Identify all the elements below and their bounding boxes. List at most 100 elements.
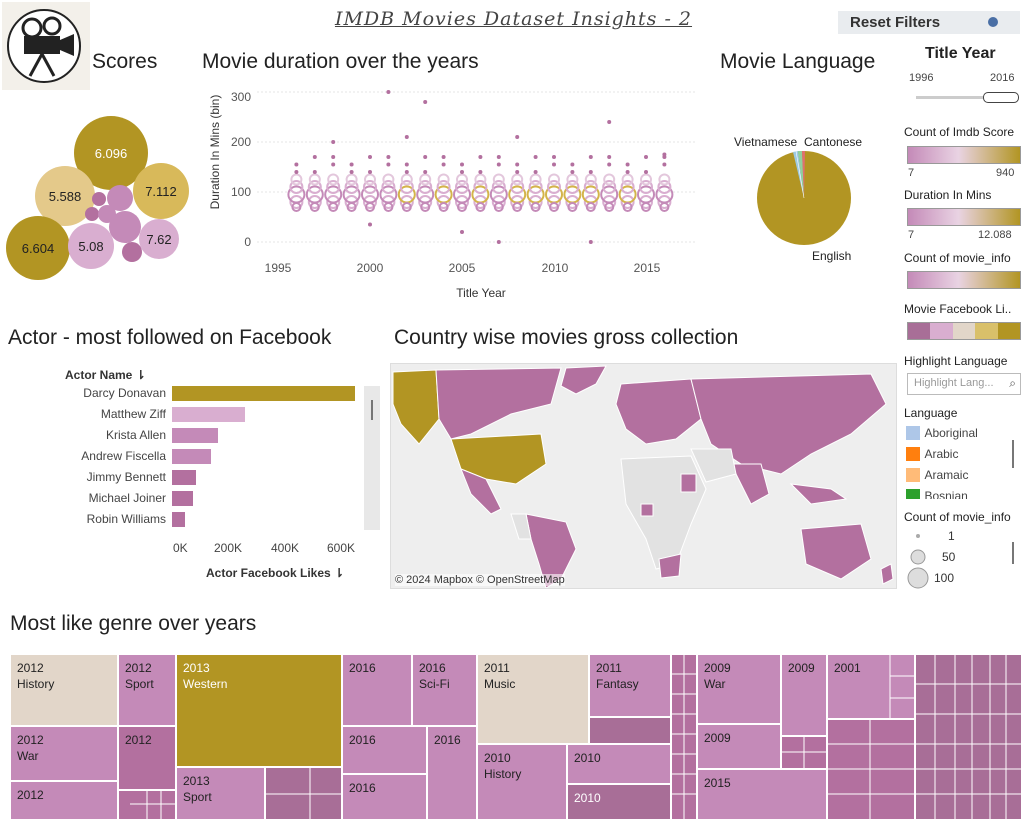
treemap-cell[interactable]: 2016 — [342, 654, 412, 726]
duration-mark[interactable] — [418, 195, 433, 209]
bubble-4[interactable] — [6, 216, 70, 280]
treemap-cell[interactable]: 2013 Sport — [176, 767, 265, 820]
treemap-cell[interactable]: 2011 Fantasy — [589, 654, 671, 717]
duration-mark[interactable] — [381, 195, 396, 209]
treemap-cell[interactable]: 2010 History — [477, 744, 567, 820]
duration-mark[interactable] — [639, 180, 653, 194]
duration-mark[interactable] — [548, 173, 560, 186]
duration-mark[interactable] — [344, 195, 359, 209]
duration-mark[interactable] — [289, 180, 304, 194]
duration-mark[interactable] — [363, 195, 377, 209]
duration-outlier[interactable] — [368, 222, 372, 227]
duration-mark[interactable] — [566, 173, 579, 186]
treemap-cell[interactable]: 2016 — [427, 726, 477, 820]
duration-dot[interactable] — [478, 155, 483, 159]
duration-mark[interactable] — [364, 173, 376, 186]
duration-dot[interactable] — [331, 162, 336, 167]
bubble-small[interactable] — [85, 207, 99, 221]
treemap-cell[interactable]: 2010 — [567, 784, 671, 820]
treemap-cell[interactable]: 2013 Western — [176, 654, 342, 767]
duration-dot[interactable] — [607, 162, 612, 167]
treemap-cell[interactable]: 2016 Sci-Fi — [412, 654, 477, 726]
duration-mark[interactable] — [547, 180, 561, 194]
world-map[interactable]: © 2024 Mapbox © OpenStreetMap — [390, 363, 897, 589]
duration-dot[interactable] — [460, 170, 464, 174]
duration-mark[interactable] — [437, 173, 450, 186]
duration-dot[interactable] — [496, 155, 501, 159]
duration-dot[interactable] — [644, 170, 648, 174]
duration-dot[interactable] — [368, 155, 372, 159]
treemap-cell[interactable]: 2012 Sport — [118, 654, 176, 726]
duration-dot[interactable] — [386, 155, 391, 159]
duration-mark[interactable] — [307, 195, 322, 209]
actor-bar[interactable] — [172, 386, 355, 401]
treemap-cell[interactable]: 2016 — [342, 774, 427, 820]
reset-filters-button[interactable]: Reset Filters — [838, 11, 1020, 34]
duration-mark[interactable] — [290, 173, 303, 186]
duration-outlier[interactable] — [515, 135, 520, 139]
duration-mark[interactable] — [511, 173, 524, 186]
duration-dot[interactable] — [312, 170, 317, 174]
treemap-cell[interactable]: 2012 — [118, 726, 176, 790]
duration-mark[interactable] — [438, 202, 449, 212]
duration-mark[interactable] — [400, 173, 413, 186]
duration-dot[interactable] — [404, 162, 409, 167]
duration-outlier[interactable] — [423, 100, 428, 104]
duration-dot[interactable] — [625, 162, 630, 167]
duration-dot[interactable] — [331, 155, 336, 159]
duration-mark[interactable] — [327, 173, 340, 186]
actor-name-header[interactable]: Actor Name ⇂ — [65, 368, 146, 382]
duration-mark[interactable] — [492, 173, 505, 186]
duration-dot[interactable] — [423, 155, 428, 159]
duration-mark[interactable] — [401, 202, 412, 212]
duration-mark[interactable] — [365, 202, 375, 212]
duration-outlier[interactable] — [662, 152, 667, 157]
duration-dot[interactable] — [588, 155, 593, 159]
duration-outlier[interactable] — [588, 240, 593, 244]
duration-mark[interactable] — [383, 202, 394, 212]
duration-outlier[interactable] — [331, 140, 336, 144]
duration-mark[interactable] — [382, 173, 395, 186]
duration-dot[interactable] — [386, 162, 391, 167]
bubble-6[interactable] — [139, 219, 179, 259]
duration-mark[interactable] — [456, 173, 468, 186]
duration-mark[interactable] — [474, 173, 487, 186]
duration-mark[interactable] — [620, 195, 635, 209]
duration-dot[interactable] — [349, 170, 354, 174]
duration-mark[interactable] — [549, 202, 559, 212]
duration-mark[interactable] — [528, 195, 543, 209]
bubble-1[interactable] — [74, 116, 148, 190]
duration-mark[interactable] — [602, 180, 617, 194]
sort-icon[interactable]: ⇂ — [334, 566, 345, 580]
duration-dot[interactable] — [349, 162, 354, 167]
duration-mark[interactable] — [473, 195, 488, 209]
duration-mark[interactable] — [584, 173, 597, 186]
duration-mark[interactable] — [363, 180, 377, 194]
duration-dot[interactable] — [368, 170, 372, 174]
actor-bar[interactable] — [172, 470, 196, 485]
duration-mark[interactable] — [475, 202, 486, 212]
actor-bar[interactable] — [172, 428, 218, 443]
duration-mark[interactable] — [565, 195, 580, 209]
duration-mark[interactable] — [491, 180, 506, 194]
duration-mark[interactable] — [529, 173, 542, 186]
duration-mark[interactable] — [344, 180, 359, 194]
duration-outlier[interactable] — [386, 90, 391, 94]
duration-mark[interactable] — [457, 202, 467, 212]
duration-mark[interactable] — [641, 202, 651, 212]
duration-mark[interactable] — [658, 173, 671, 186]
duration-mark[interactable] — [326, 195, 341, 209]
duration-mark[interactable] — [510, 195, 525, 209]
actor-bar[interactable] — [172, 491, 193, 506]
duration-dot[interactable] — [570, 162, 575, 167]
duration-dot[interactable] — [625, 170, 630, 174]
treemap-cell[interactable]: 2010 — [567, 744, 671, 784]
duration-mark[interactable] — [565, 180, 580, 194]
duration-dot[interactable] — [607, 155, 612, 159]
duration-mark[interactable] — [491, 195, 506, 209]
duration-mark[interactable] — [585, 202, 596, 212]
duration-outlier[interactable] — [496, 240, 501, 244]
pie-slice-vietnamese[interactable] — [793, 151, 804, 198]
duration-dot[interactable] — [294, 162, 299, 167]
language-scrollbar[interactable] — [1012, 440, 1014, 468]
